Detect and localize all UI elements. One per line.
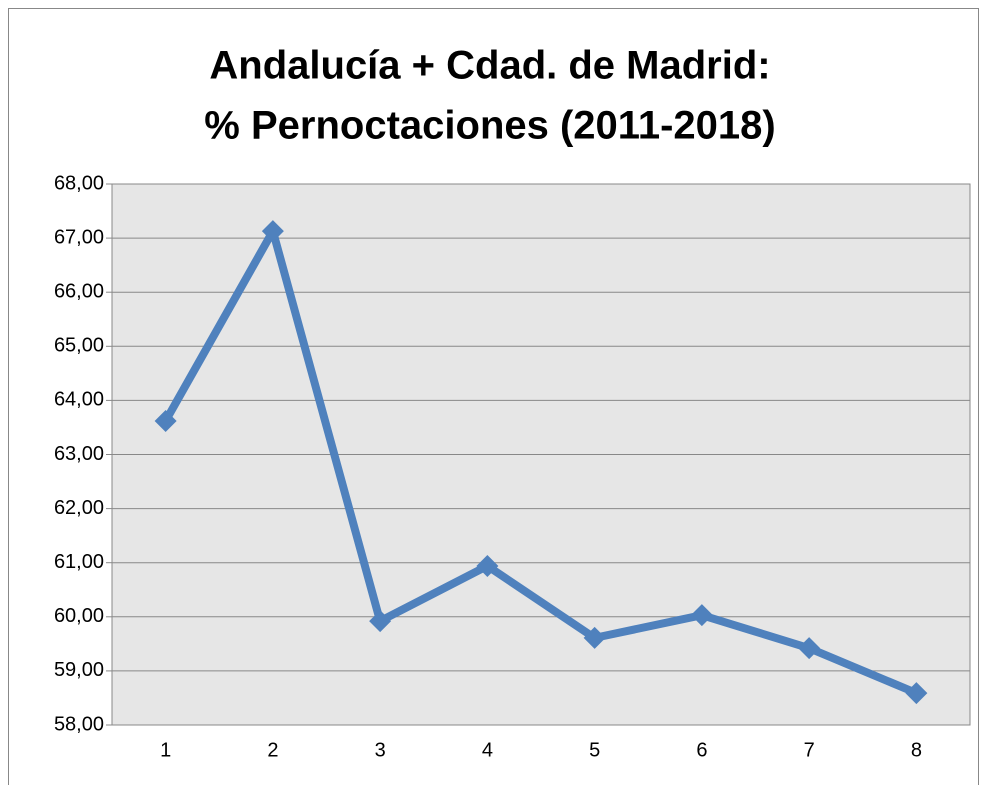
x-tick-label: 4 — [482, 739, 493, 761]
y-tick-label: 61,00 — [54, 551, 104, 573]
x-tick-label: 6 — [696, 739, 707, 761]
y-tick-label: 64,00 — [54, 389, 104, 411]
y-tick-label: 60,00 — [54, 605, 104, 627]
x-tick-label: 3 — [375, 739, 386, 761]
x-tick-label: 8 — [911, 739, 922, 761]
x-tick-label: 1 — [160, 739, 171, 761]
data-point — [369, 610, 392, 633]
data-point — [261, 220, 284, 243]
chart-title: % Pernoctaciones (2011-2018) — [204, 104, 775, 148]
y-tick-label: 62,00 — [54, 497, 104, 519]
y-tick-label: 58,00 — [54, 713, 104, 735]
y-tick-label: 65,00 — [54, 335, 104, 357]
y-tick-label: 59,00 — [54, 659, 104, 681]
data-point — [154, 409, 177, 432]
series-line — [162, 227, 918, 697]
y-tick-label: 68,00 — [54, 172, 104, 194]
data-point — [905, 682, 928, 705]
y-tick-label: 63,00 — [54, 443, 104, 465]
y-tick-label: 67,00 — [54, 226, 104, 248]
x-tick-label: 5 — [589, 739, 600, 761]
data-point — [583, 626, 606, 649]
data-point — [476, 554, 499, 577]
y-tick-label: 66,00 — [54, 280, 104, 302]
chart-title: Andalucía + Cdad. de Madrid: — [209, 44, 770, 88]
data-point — [690, 604, 713, 627]
data-point — [798, 637, 821, 660]
x-tick-label: 2 — [267, 739, 278, 761]
x-tick-label: 7 — [804, 739, 815, 761]
